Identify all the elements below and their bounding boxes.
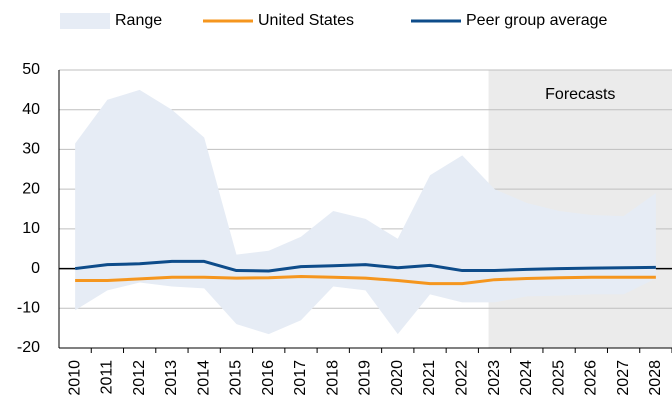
range-area (75, 89, 656, 335)
x-tick-label: 2024 (518, 360, 535, 396)
x-tick-label: 2021 (421, 360, 438, 396)
forecast-label: Forecasts (545, 86, 615, 103)
y-tick-label: 10 (22, 220, 40, 237)
x-tick-label: 2011 (99, 360, 116, 395)
x-tick-label: 2018 (324, 360, 341, 396)
x-tick-label: 2020 (389, 360, 406, 396)
y-tick-label: 50 (22, 61, 40, 78)
legend-label: Range (115, 12, 162, 29)
x-tick-label: 2019 (357, 360, 374, 396)
x-tick-label: 2027 (615, 360, 632, 396)
y-tick-label: 0 (31, 260, 40, 277)
x-tick-label: 2028 (647, 360, 664, 396)
legend-label: United States (258, 12, 354, 29)
legend-label: Peer group average (466, 12, 608, 29)
y-tick-label: 20 (22, 180, 40, 197)
x-tick-label: 2026 (583, 360, 600, 396)
x-tick-label: 2016 (260, 360, 277, 396)
line (74, 259, 656, 273)
y-tick-label: 30 (22, 141, 40, 158)
x-tick-label: 2017 (292, 360, 309, 396)
x-tick-label: 2022 (454, 360, 471, 396)
y-tick-label: -10 (17, 300, 40, 317)
x-tick-label: 2025 (550, 360, 567, 396)
x-tick-label: 2013 (163, 360, 180, 396)
x-tick-label: 2010 (66, 360, 83, 396)
x-tick-label: 2023 (486, 360, 503, 396)
legend-swatch (60, 13, 110, 29)
x-tick-label: 2015 (228, 360, 245, 396)
y-tick-label: -20 (17, 339, 40, 356)
x-tick-label: 2014 (195, 360, 212, 396)
line (75, 275, 656, 286)
y-tick-label: 40 (22, 101, 40, 118)
x-tick-label: 2012 (131, 360, 148, 396)
